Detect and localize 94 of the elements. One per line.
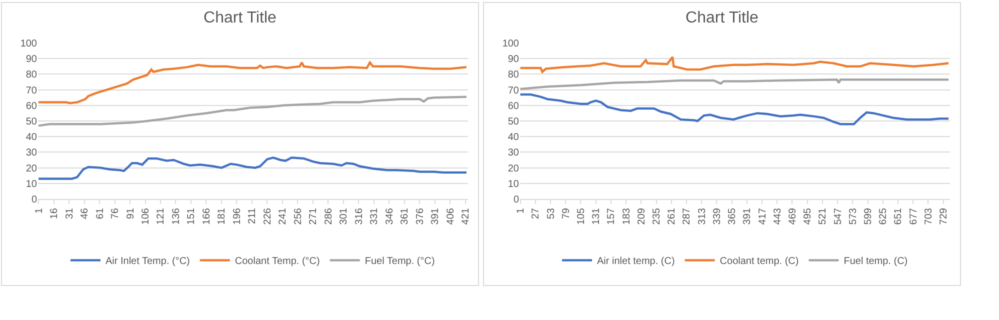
x-tick-label: 256 (292, 208, 304, 225)
y-tick-label: 100 (20, 38, 38, 50)
chart-title: Chart Title (686, 10, 759, 27)
x-tick-label: 105 (576, 208, 587, 225)
x-tick-label: 729 (938, 208, 950, 225)
x-tick-label: 136 (170, 208, 182, 225)
line-series (38, 61, 468, 104)
x-tick-label: 361 (400, 208, 411, 225)
x-tick-label: 651 (893, 208, 904, 225)
y-tick-label: 100 (502, 38, 520, 50)
y-tick-label: 50 (508, 116, 520, 128)
x-tick-label: 346 (384, 208, 396, 225)
y-tick-label: 30 (26, 148, 38, 159)
x-tick-label: 226 (262, 208, 274, 225)
x-tick-label: 46 (80, 208, 90, 220)
x-tick-label: 521 (818, 208, 829, 225)
x-tick-label: 79 (560, 208, 572, 220)
x-tick-label: 31 (64, 208, 76, 220)
x-tick-label: 157 (606, 208, 618, 225)
line-series (38, 156, 468, 180)
legend-label: Fuel Temp. (°C) (364, 256, 435, 268)
x-tick-label: 391 (430, 208, 442, 225)
x-tick-label: 547 (832, 208, 844, 225)
x-tick-label: 495 (802, 208, 814, 225)
y-tick-label: 80 (26, 70, 38, 81)
x-tick-label: 183 (621, 208, 632, 225)
x-tick-label: 166 (201, 208, 212, 225)
x-tick-label: 365 (727, 208, 738, 225)
y-tick-label: 90 (508, 54, 520, 66)
line-series (520, 78, 950, 90)
legend-label: Air Inlet Temp. (°C) (106, 256, 190, 268)
y-tick-label: 60 (508, 100, 520, 112)
x-tick-label: 209 (636, 208, 648, 225)
x-tick-label: 61 (94, 208, 106, 220)
x-tick-label: 625 (878, 208, 890, 225)
x-tick-label: 121 (156, 208, 167, 225)
x-tick-label: 235 (652, 208, 663, 225)
x-tick-label: 196 (232, 208, 243, 225)
x-tick-label: 27 (530, 208, 542, 220)
line-series (38, 96, 468, 127)
x-tick-label: 1 (34, 208, 45, 214)
line-series (520, 93, 950, 126)
x-tick-label: 703 (923, 208, 934, 225)
x-tick-label: 181 (216, 208, 228, 225)
x-tick-label: 443 (772, 208, 784, 225)
y-tick-label: 10 (26, 178, 38, 190)
y-tick-label: 0 (513, 194, 520, 206)
x-tick-label: 91 (125, 208, 136, 220)
x-tick-label: 16 (49, 208, 60, 220)
x-tick-label: 106 (140, 208, 152, 225)
line-series (520, 56, 950, 73)
x-tick-label: 76 (110, 208, 121, 220)
x-tick-label: 331 (369, 208, 380, 225)
x-tick-label: 417 (757, 208, 768, 225)
y-tick-label: 80 (508, 70, 520, 81)
x-tick-label: 211 (247, 208, 258, 224)
x-tick-label: 376 (414, 208, 426, 225)
y-tick-label: 20 (26, 163, 38, 174)
legend-label: Fuel temp. (C) (844, 256, 908, 268)
x-tick-label: 286 (323, 208, 334, 225)
x-tick-label: 53 (546, 208, 557, 220)
x-tick-label: 406 (445, 208, 456, 225)
x-tick-label: 301 (338, 208, 350, 225)
y-tick-label: 70 (26, 85, 38, 96)
x-tick-label: 339 (712, 208, 723, 225)
x-tick-label: 1 (516, 208, 527, 214)
x-tick-label: 313 (696, 208, 708, 225)
x-tick-label: 573 (848, 208, 859, 225)
y-tick-label: 70 (508, 85, 520, 96)
y-tick-label: 90 (26, 54, 38, 66)
x-tick-label: 421 (460, 208, 472, 225)
x-tick-label: 287 (682, 208, 693, 225)
x-tick-label: 131 (591, 208, 602, 225)
x-tick-label: 271 (308, 208, 320, 225)
x-tick-label: 241 (278, 208, 289, 225)
x-tick-label: 677 (908, 208, 920, 225)
y-tick-label: 40 (26, 132, 38, 144)
x-tick-label: 469 (787, 208, 798, 225)
x-tick-label: 316 (354, 208, 365, 225)
x-tick-label: 599 (863, 208, 874, 225)
y-tick-label: 0 (31, 194, 38, 206)
chart-title: Chart Title (204, 10, 277, 27)
legend-label: Coolant Temp. (°C) (234, 256, 320, 268)
y-tick-label: 40 (508, 132, 520, 144)
legend-label: Coolant temp. (C) (720, 256, 799, 268)
y-tick-label: 60 (26, 100, 38, 112)
x-tick-label: 391 (742, 208, 754, 225)
y-tick-label: 20 (508, 163, 520, 174)
y-tick-label: 50 (26, 116, 38, 128)
y-tick-label: 10 (508, 178, 520, 190)
x-tick-label: 151 (186, 208, 198, 225)
y-tick-label: 30 (508, 148, 520, 159)
x-tick-label: 261 (666, 208, 678, 225)
legend-label: Air inlet temp. (C) (597, 256, 675, 268)
